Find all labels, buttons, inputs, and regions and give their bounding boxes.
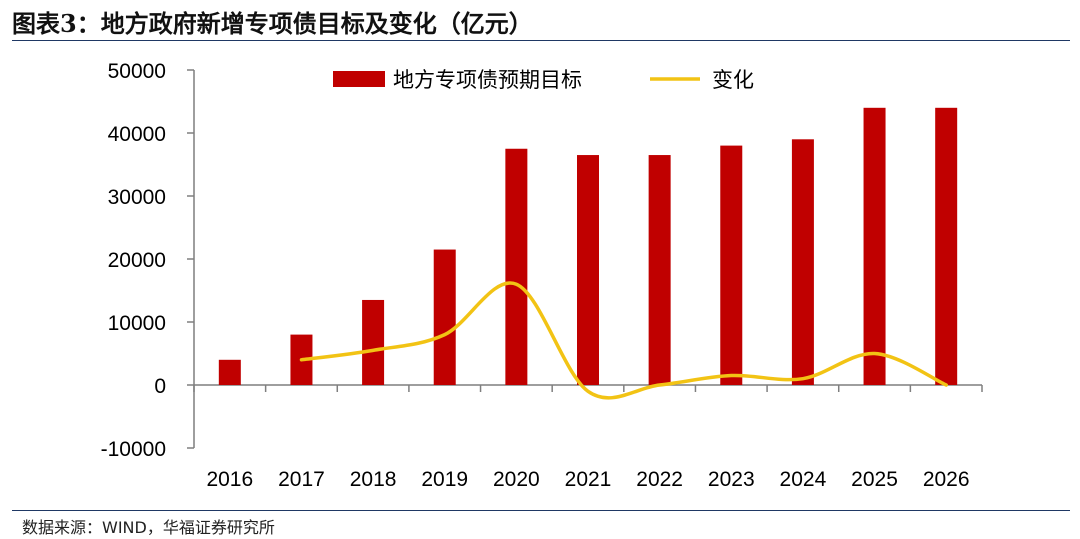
y-tick-label: 40000 [108, 123, 166, 146]
bar-series [218, 107, 958, 386]
x-tick-label: 2021 [565, 468, 612, 491]
bar [362, 299, 385, 385]
legend-bar-label: 地方专项债预期目标 [393, 68, 582, 92]
x-tick-label: 2025 [851, 468, 898, 491]
x-tick-label: 2019 [421, 468, 468, 491]
bar [791, 139, 814, 385]
legend: 地方专项债预期目标 变化 [333, 68, 754, 92]
x-tick-label: 2024 [780, 468, 827, 491]
y-tick-label: 0 [154, 375, 166, 398]
bar [648, 155, 671, 385]
bottom-rule [12, 510, 1070, 511]
top-rule [12, 40, 1070, 41]
bar [577, 155, 599, 385]
change-line [299, 281, 948, 400]
y-tick-label: -10000 [101, 438, 166, 461]
x-tick-label: 2018 [350, 468, 397, 491]
x-tick-label: 2017 [278, 468, 325, 491]
y-tick-label: 30000 [108, 186, 166, 209]
bar [720, 145, 743, 385]
legend-bar-swatch [333, 71, 385, 87]
chart-title: 图表3：地方政府新增专项债目标及变化（亿元） [12, 9, 533, 38]
x-tick-label: 2022 [636, 468, 683, 491]
bar [505, 148, 528, 385]
x-tick-label: 2016 [206, 468, 253, 491]
x-tick-label: 2020 [493, 468, 540, 491]
x-tick-label: 2023 [708, 468, 755, 491]
legend-line-label: 变化 [712, 68, 754, 92]
y-tick-label: 20000 [108, 249, 166, 272]
y-tick-label: 50000 [108, 60, 166, 83]
source-note: 数据来源：WIND，华福证券研究所 [22, 518, 275, 537]
x-tick-labels: 2016 2017 2018 2019 2020 2021 2022 2023 2024 2025… [206, 468, 969, 491]
bar [935, 107, 958, 386]
line-series [299, 281, 948, 400]
y-tick-label: 10000 [108, 312, 166, 335]
bar [218, 359, 241, 385]
bar [433, 249, 456, 385]
y-tick-labels: -10000 0 10000 20000 30000 40000 50000 [101, 60, 166, 461]
x-tick-label: 2026 [923, 468, 970, 491]
bar [863, 107, 886, 386]
